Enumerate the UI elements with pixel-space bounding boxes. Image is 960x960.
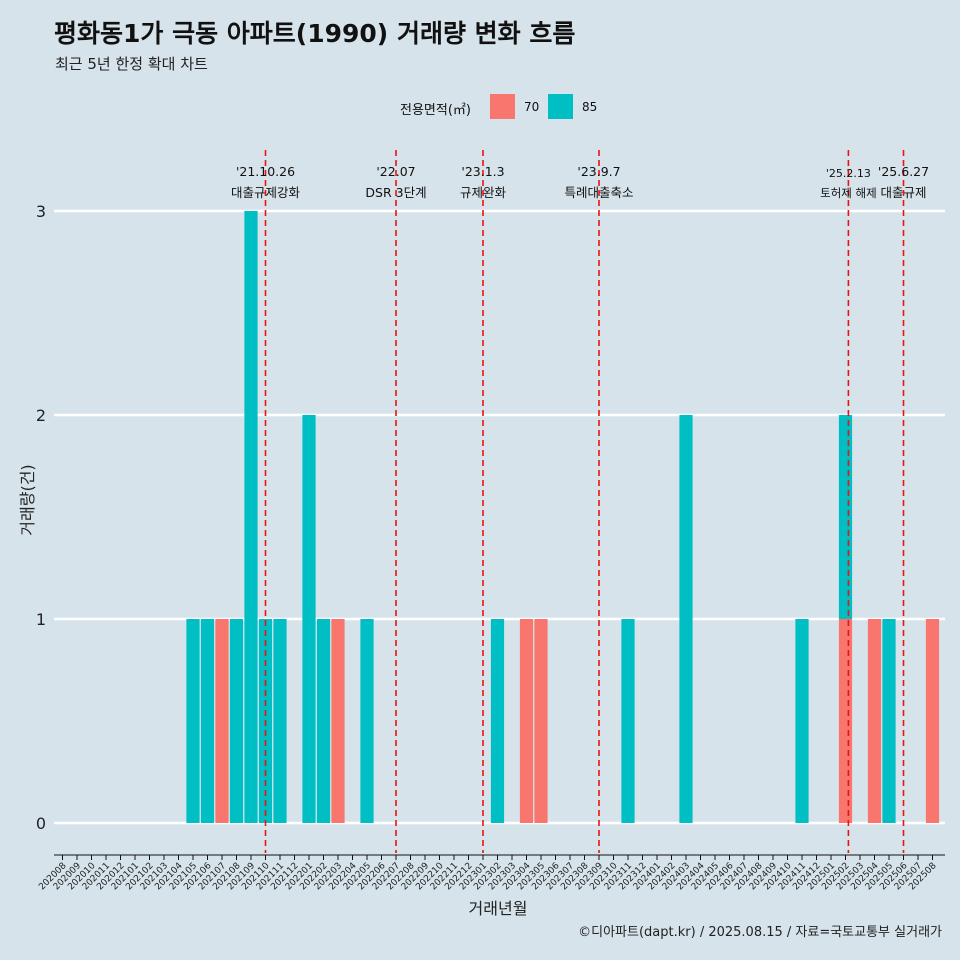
event-name-label: 대출규제 xyxy=(880,185,926,200)
bar-70-202305 xyxy=(534,619,548,823)
y-tick-label: 2 xyxy=(36,406,46,425)
bar-85-202108 xyxy=(229,619,244,823)
source-caption: ©디아파트(dapt.kr) / 2025.08.15 / 자료=국토교통부 실… xyxy=(578,925,942,940)
event-name-label: 대출규제강화 xyxy=(231,185,301,200)
bar-85-202105 xyxy=(186,619,200,823)
event-date-label: '23.9.7 xyxy=(577,164,620,179)
event-name-label: 특례대출축소 xyxy=(564,185,633,200)
event-name-label: DSR 3단계 xyxy=(365,185,426,200)
event-date-label: '25.2.13 xyxy=(826,167,871,180)
chart-title: 평화동1가 극동 아파트(1990) 거래량 변화 흐름 xyxy=(54,19,576,48)
event-date-label: '25.6.27 xyxy=(878,164,929,179)
bar-70-202203 xyxy=(331,619,345,823)
bar-85-202311 xyxy=(621,619,635,823)
legend-label-70: 70 xyxy=(524,100,540,114)
bar-70-202107 xyxy=(215,619,229,823)
x-axis-title: 거래년월 xyxy=(469,899,528,918)
bar-85-202109 xyxy=(244,211,258,823)
bar-85-202411 xyxy=(795,619,809,823)
legend: 전용면적(㎡) 70 85 xyxy=(0,93,960,121)
chart-subtitle: 최근 5년 한정 확대 차트 xyxy=(55,55,208,73)
event-date-label: '22.07 xyxy=(376,164,415,179)
event-date-label: '23.1.3 xyxy=(461,164,504,179)
bar-85-202205 xyxy=(360,619,374,823)
y-tick-label: 1 xyxy=(36,610,46,629)
bar-85-202403 xyxy=(679,415,693,823)
event-name-label: 토허제 해제 xyxy=(820,186,877,200)
bar-70-202508 xyxy=(925,619,940,823)
legend-title: 전용면적(㎡) xyxy=(400,103,471,118)
bar-85-202201 xyxy=(302,415,316,823)
bar-85-202106 xyxy=(200,619,215,823)
bar-85-202502 xyxy=(838,415,853,619)
event-name-label: 규제완화 xyxy=(460,185,507,200)
bar-85-202505 xyxy=(882,619,896,823)
event-date-label: '21.10.26 xyxy=(236,164,295,179)
bar-85-202202 xyxy=(316,619,331,823)
bar-85-202302 xyxy=(490,619,505,823)
legend-label-85: 85 xyxy=(582,100,598,114)
bar-70-202304 xyxy=(519,619,534,823)
legend-key-85 xyxy=(548,94,573,119)
bar-70-202504 xyxy=(867,619,882,823)
bar-70-202502 xyxy=(838,619,853,823)
legend-key-70 xyxy=(490,94,515,119)
bar-85-202111 xyxy=(273,619,287,823)
y-axis-title: 거래량(건) xyxy=(18,464,37,535)
y-tick-label: 3 xyxy=(36,202,46,221)
y-tick-label: 0 xyxy=(36,814,46,833)
